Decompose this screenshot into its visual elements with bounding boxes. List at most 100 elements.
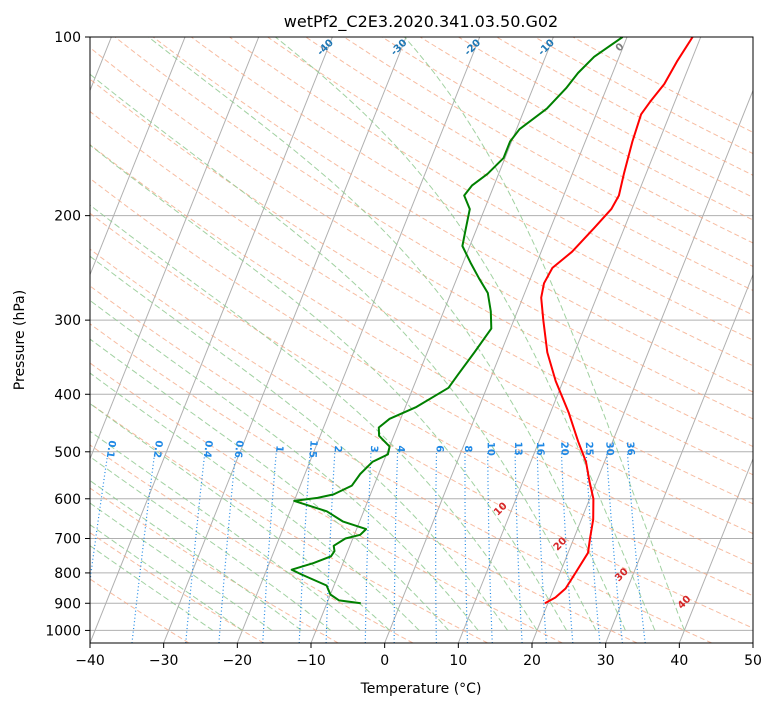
mixing-ratio-label: 13	[512, 442, 523, 456]
x-axis: −40 −30 −20 −10 0 10 20 30 40 50	[75, 643, 762, 669]
mixing-ratio-line	[325, 451, 336, 643]
mixing-ratio-label: 16	[534, 442, 545, 456]
y-tick-label: 200	[54, 209, 81, 225]
mixing-ratio-line	[606, 451, 623, 643]
dry-adiabat	[572, 37, 753, 133]
mixing-ratio-line	[585, 451, 601, 643]
x-tick-label: 40	[670, 653, 688, 669]
mixing-ratio-label: 2	[332, 445, 343, 453]
dry-adiabat	[90, 532, 264, 643]
temperature-profile	[540, 37, 694, 605]
mixing-ratio-label: 8	[462, 445, 473, 452]
isotherm-line	[90, 37, 186, 277]
isotherm-line	[384, 37, 628, 643]
isotherm-line	[752, 641, 753, 643]
dry-adiabat	[229, 37, 753, 341]
plot-area	[90, 37, 753, 643]
mixing-ratio-label: 36	[624, 441, 636, 456]
isotherm-line	[236, 37, 481, 643]
isotherm-line	[678, 457, 753, 643]
x-tick-label: −10	[296, 653, 326, 669]
x-tick-label: −20	[223, 653, 253, 669]
moist-adiabat	[90, 299, 479, 631]
mixing-ratio-line	[560, 451, 574, 643]
y-axis-label: Pressure (hPa)	[12, 290, 28, 390]
moist-adiabat	[90, 545, 214, 631]
dry-adiabat-label: 40	[676, 594, 694, 612]
isotherm-line	[605, 273, 753, 643]
mixing-ratio-label: 3	[368, 445, 379, 452]
mixing-ratio-line	[514, 451, 523, 643]
y-axis: 100 200 300 400 500 600 700 800 900 1000	[45, 30, 90, 639]
mixing-ratio-line	[435, 451, 438, 643]
moist-adiabat	[404, 37, 685, 631]
moist-adiabat	[90, 204, 538, 631]
moist-adiabat	[90, 524, 243, 631]
y-tick-label: 1000	[45, 623, 81, 639]
dry-adiabat	[114, 37, 753, 420]
dry-adiabat	[419, 37, 753, 221]
x-tick-label: 20	[523, 653, 541, 669]
dewpoint-profile	[290, 37, 624, 605]
isotherm-line	[90, 37, 260, 461]
mixing-ratio-line	[185, 451, 206, 643]
y-tick-label: 100	[54, 30, 81, 46]
moist-adiabat	[90, 502, 273, 631]
isotherm-line	[163, 37, 407, 643]
mixing-ratio-line	[393, 451, 399, 643]
mixing-ratio-label: 1.5	[306, 440, 318, 458]
y-tick-label: 600	[54, 492, 81, 508]
moist-adiabat	[90, 403, 391, 631]
mixing-ratio-label: 4	[394, 445, 405, 452]
dry-adiabat	[305, 37, 753, 292]
moist-adiabat	[90, 338, 449, 631]
x-tick-label: 50	[744, 653, 762, 669]
y-tick-label: 300	[54, 313, 81, 329]
x-tick-label: 0	[380, 653, 389, 669]
mixing-ratio-label: 25	[583, 441, 595, 456]
y-tick-label: 500	[54, 445, 81, 461]
y-tick-label: 900	[54, 596, 81, 612]
isotherm-label: -60	[0, 469, 16, 490]
x-tick-label: 10	[449, 653, 467, 669]
moist-adiabat	[90, 255, 508, 631]
mixing-ratio-line	[364, 451, 372, 643]
isotherm-label: -10	[536, 38, 557, 59]
mixing-ratio-label: 6	[433, 445, 444, 452]
mixing-ratio-label: 0.4	[201, 440, 214, 459]
x-axis-label: Temperature (°C)	[360, 681, 482, 697]
dry-adiabat	[90, 47, 753, 448]
moist-adiabat	[275, 37, 656, 631]
mixing-ratio-line	[464, 451, 469, 643]
dry-adiabat	[152, 37, 753, 393]
dry-adiabat	[534, 37, 753, 155]
mixing-ratio-label: 1	[273, 445, 285, 453]
moist-adiabat	[90, 430, 361, 631]
dry-adiabat	[90, 444, 414, 643]
mixing-ratio-label: 30	[603, 441, 615, 456]
mixing-ratio-line	[90, 451, 109, 585]
moist-adiabat	[90, 73, 597, 631]
dry-adiabat	[90, 177, 753, 565]
y-tick-label: 700	[54, 532, 81, 548]
moist-adiabat	[90, 456, 332, 631]
isotherm-line	[457, 37, 702, 643]
isotherm-line	[90, 37, 333, 643]
mixing-ratio-line	[487, 451, 493, 643]
isotherm-label: -20	[463, 38, 484, 59]
dry-adiabat	[90, 402, 488, 643]
x-tick-label: −40	[75, 653, 105, 669]
dry-adiabat	[90, 110, 753, 505]
chart-title: wetPf2_C2E3.2020.341.03.50.G02	[284, 12, 558, 32]
x-tick-label: −30	[149, 653, 179, 669]
dry-adiabat	[90, 362, 563, 643]
mixing-ratio-line	[262, 451, 277, 643]
moist-adiabat	[148, 37, 626, 631]
mixing-ratio-label: 0.1	[104, 440, 117, 459]
mixing-ratio-line	[131, 451, 156, 643]
line-labels: 0.10.20.40.611.52346810131620253036-100-…	[0, 37, 694, 612]
moist-adiabat	[90, 144, 567, 631]
x-tick-label: 30	[597, 653, 615, 669]
isotherm-label: -50	[69, 469, 90, 490]
